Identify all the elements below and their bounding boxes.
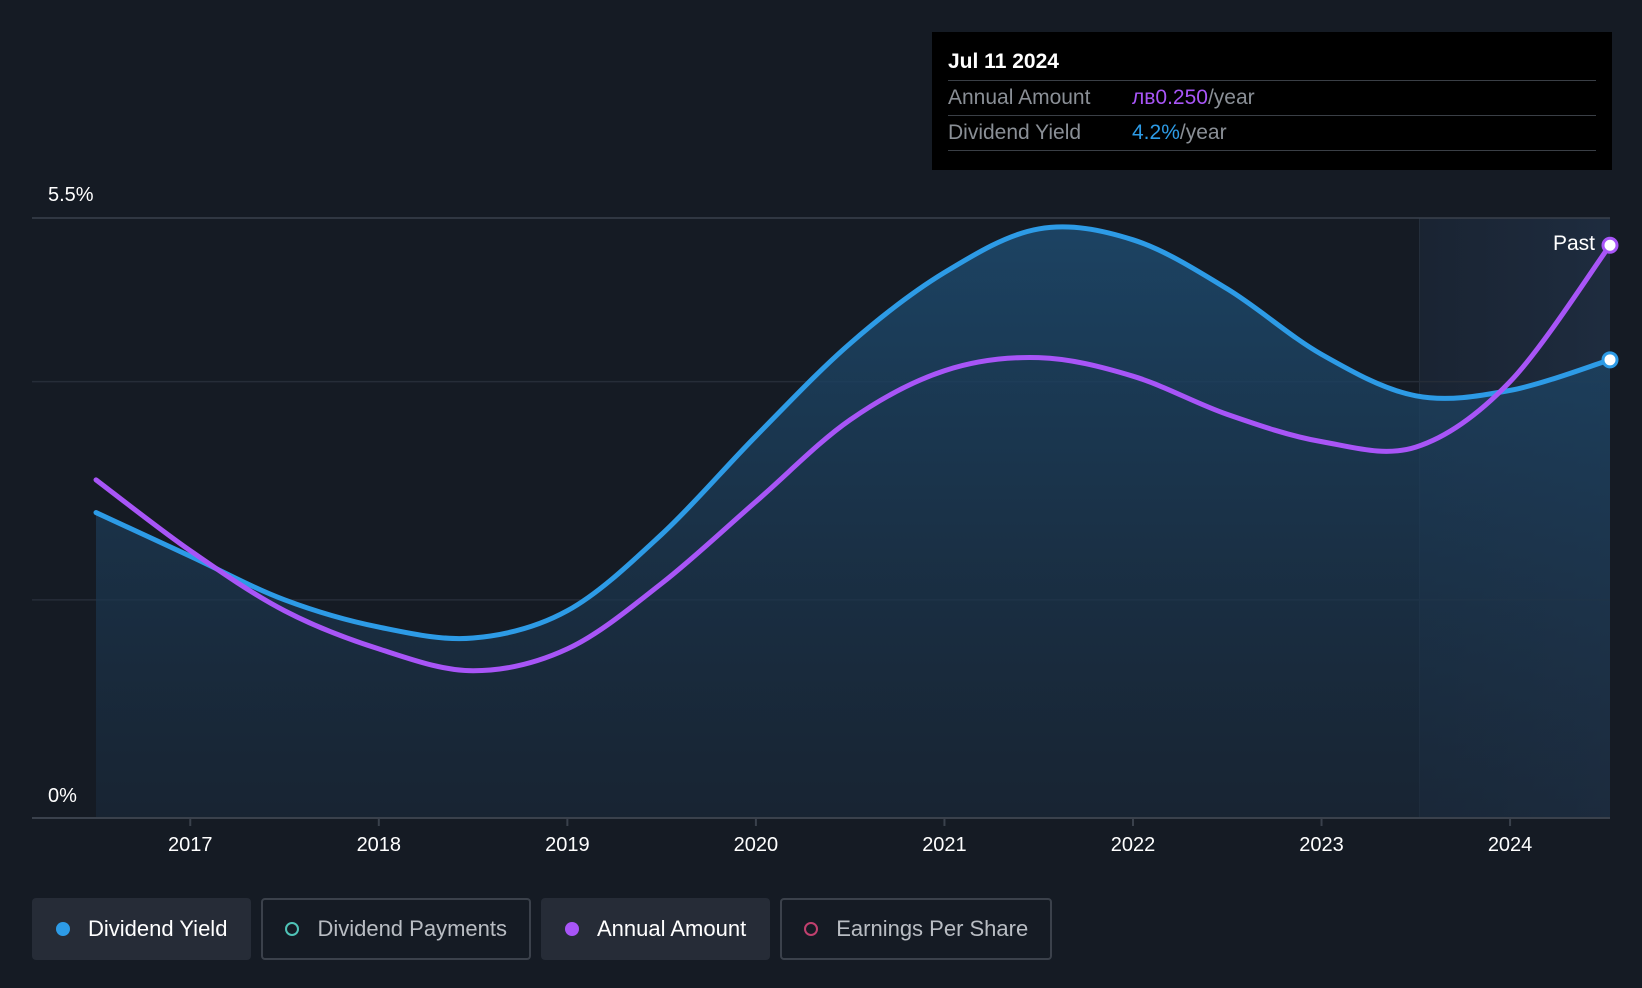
x-tick-label: 2018 bbox=[357, 834, 402, 856]
dividend-payments-ring-icon bbox=[285, 922, 300, 936]
dividend-yield-end-marker[interactable] bbox=[1601, 351, 1619, 369]
dividend-yield-area bbox=[96, 226, 1610, 818]
tooltip-row-annual-amount: Annual Amount лв0.250 /year bbox=[948, 81, 1596, 116]
legend-label: Dividend Yield bbox=[88, 916, 228, 941]
tooltip: Jul 11 2024 Annual Amount лв0.250 /year … bbox=[932, 32, 1612, 170]
x-tick-label: 2019 bbox=[545, 834, 590, 856]
x-tick-label: 2023 bbox=[1299, 834, 1344, 856]
x-tick-label: 2017 bbox=[168, 834, 213, 856]
tooltip-label: Dividend Yield bbox=[948, 121, 1082, 144]
x-tick-label: 2021 bbox=[922, 834, 967, 856]
legend-dividend-yield[interactable]: Dividend Yield bbox=[32, 898, 252, 960]
x-tick-label: 2022 bbox=[1111, 834, 1156, 856]
legend-annual-amount[interactable]: Annual Amount bbox=[540, 898, 771, 960]
tooltip-unit: /year bbox=[1179, 121, 1227, 144]
x-tick-label: 2020 bbox=[734, 834, 779, 856]
tooltip-label: Annual Amount bbox=[948, 86, 1091, 109]
tooltip-unit: /year bbox=[1207, 86, 1255, 109]
annual-amount-line bbox=[93, 242, 1613, 674]
y-axis-max-label: 5.5% bbox=[48, 184, 94, 206]
annual-amount-dot-icon bbox=[564, 922, 579, 936]
x-tick-label: 2024 bbox=[1488, 834, 1533, 856]
series-lines bbox=[93, 224, 1619, 674]
legend-earnings-per-share[interactable]: Earnings Per Share bbox=[780, 898, 1053, 960]
axes: 2017 2018 2019 2020 2021 2022 2023 2024 5.5% 0% bbox=[32, 184, 1610, 856]
tooltip-row-dividend-yield: Dividend Yield 4.2% /year bbox=[948, 116, 1596, 151]
y-axis-min-label: 0% bbox=[48, 785, 77, 807]
tooltip-value: 4.2% bbox=[1132, 121, 1180, 144]
earnings-per-share-ring-icon bbox=[804, 922, 819, 936]
legend-dividend-payments[interactable]: Dividend Payments bbox=[261, 898, 531, 960]
legend-label: Dividend Payments bbox=[317, 916, 507, 941]
legend-label: Annual Amount bbox=[596, 916, 747, 941]
annual-amount-end-marker[interactable] bbox=[1601, 236, 1619, 254]
dividend-yield-dot-icon bbox=[56, 922, 70, 936]
legend: Dividend Yield Dividend Payments Annual … bbox=[32, 898, 1053, 960]
past-label: Past bbox=[1553, 232, 1595, 255]
area-fill bbox=[96, 226, 1610, 818]
dividend-yield-line bbox=[93, 224, 1613, 642]
tooltip-date: Jul 11 2024 bbox=[948, 44, 1596, 81]
legend-label: Earnings Per Share bbox=[836, 916, 1029, 941]
tooltip-value: лв0.250 bbox=[1132, 86, 1208, 109]
